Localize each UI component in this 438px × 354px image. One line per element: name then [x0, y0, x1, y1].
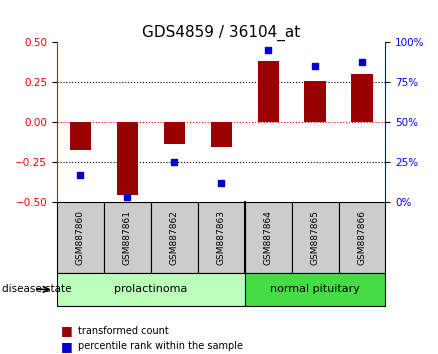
Text: GSM887862: GSM887862 [170, 210, 179, 265]
Bar [117, 122, 138, 195]
Bar [351, 74, 373, 122]
Bar [292, 202, 339, 273]
Text: ■: ■ [61, 340, 73, 353]
Bar [211, 122, 232, 147]
Text: GSM887864: GSM887864 [264, 210, 272, 265]
Bar [57, 273, 245, 306]
Bar [339, 202, 385, 273]
Bar [164, 122, 185, 144]
Bar [258, 61, 279, 122]
Text: ■: ■ [61, 325, 73, 337]
Bar [304, 81, 325, 122]
Bar [104, 202, 151, 273]
Title: GDS4859 / 36104_at: GDS4859 / 36104_at [142, 25, 300, 41]
Bar [245, 202, 292, 273]
Text: GSM887863: GSM887863 [217, 210, 226, 265]
Text: disease state: disease state [2, 284, 72, 295]
Bar [57, 202, 104, 273]
Text: prolactinoma: prolactinoma [114, 284, 187, 295]
Text: percentile rank within the sample: percentile rank within the sample [78, 341, 243, 351]
Text: GSM887865: GSM887865 [311, 210, 320, 265]
Text: GSM887861: GSM887861 [123, 210, 132, 265]
Text: normal pituitary: normal pituitary [270, 284, 360, 295]
Bar [70, 122, 91, 150]
Bar [245, 273, 385, 306]
Text: GSM887860: GSM887860 [76, 210, 85, 265]
Bar [198, 202, 245, 273]
Text: transformed count: transformed count [78, 326, 169, 336]
Bar [151, 202, 198, 273]
Text: GSM887866: GSM887866 [357, 210, 367, 265]
